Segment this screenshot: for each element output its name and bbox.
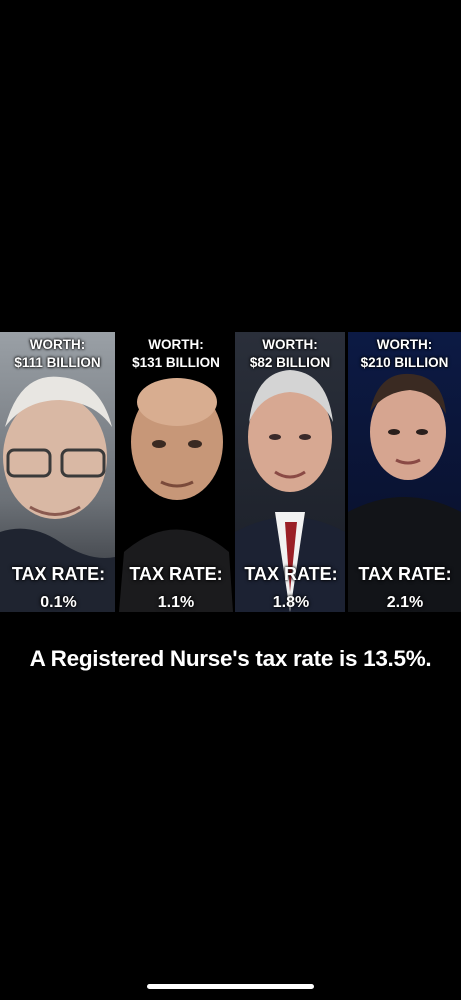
worth-value: $131 BILLION — [132, 355, 220, 370]
worth-value: $210 BILLION — [360, 355, 449, 370]
worth-value: $82 BILLION — [249, 355, 331, 370]
tax-rate-label-2: TAX RATE: — [129, 564, 223, 584]
person-panel-3: WORTH: $82 BILLION — [235, 332, 345, 612]
person-panel-4: WORTH: $210 BILLION — [348, 332, 461, 612]
tax-rate-label-4: TAX RATE: — [358, 564, 452, 584]
worth-label: WORTH: — [148, 337, 204, 352]
portrait-photo-3 — [235, 370, 345, 612]
person-panel-2: WORTH: $131 BILLION — [119, 332, 233, 612]
portrait-photo-2 — [119, 378, 233, 612]
worth-label: WORTH: — [376, 337, 433, 352]
tax-rate-label-1: TAX RATE: — [11, 564, 106, 584]
tax-rate-label-3: TAX RATE: — [244, 564, 338, 584]
tax-rate-value-4: 2.1% — [386, 594, 424, 611]
headline-caption: A Registered Nurse's tax rate is 13.5%. — [29, 646, 432, 671]
worth-label: WORTH: — [262, 337, 318, 352]
worth-label: WORTH: — [29, 337, 86, 352]
home-indicator[interactable] — [147, 984, 314, 989]
portrait-strip: WORTH: $111 BILLION WORTH: $131 BILLION — [0, 332, 461, 612]
tax-rate-value-2: 1.1% — [157, 594, 195, 611]
portrait-photo-1 — [0, 376, 115, 612]
tax-rate-value-3: 1.8% — [272, 594, 310, 611]
worth-value: $111 BILLION — [14, 355, 101, 370]
portrait-photo-4 — [348, 373, 461, 612]
person-panel-1: WORTH: $111 BILLION — [0, 332, 115, 612]
tax-rate-value-1: 0.1% — [40, 594, 77, 611]
